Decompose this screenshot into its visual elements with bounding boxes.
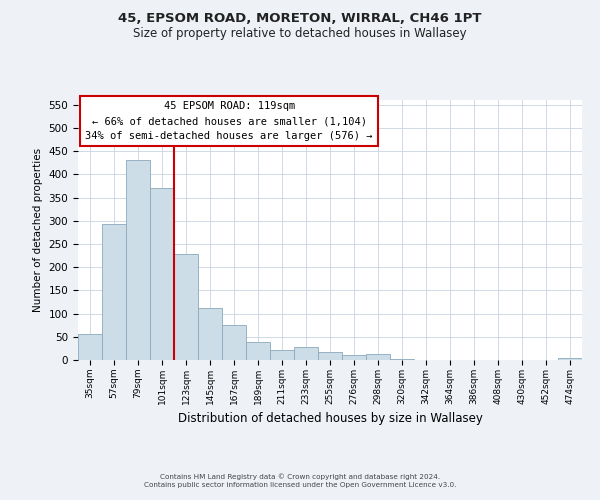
Y-axis label: Number of detached properties: Number of detached properties xyxy=(33,148,43,312)
Bar xyxy=(198,308,222,360)
Bar xyxy=(78,334,102,360)
Bar xyxy=(174,254,198,360)
Text: 45 EPSOM ROAD: 119sqm
← 66% of detached houses are smaller (1,104)
34% of semi-d: 45 EPSOM ROAD: 119sqm ← 66% of detached … xyxy=(85,102,373,141)
Bar xyxy=(270,350,294,360)
Bar xyxy=(558,358,582,360)
Bar xyxy=(342,356,366,360)
Bar xyxy=(150,188,174,360)
Bar xyxy=(318,352,342,360)
Bar xyxy=(222,324,246,360)
Bar xyxy=(294,346,318,360)
Text: Contains HM Land Registry data © Crown copyright and database right 2024.
Contai: Contains HM Land Registry data © Crown c… xyxy=(144,473,456,488)
Text: 45, EPSOM ROAD, MORETON, WIRRAL, CH46 1PT: 45, EPSOM ROAD, MORETON, WIRRAL, CH46 1P… xyxy=(118,12,482,26)
Bar xyxy=(102,224,126,360)
Bar xyxy=(366,354,390,360)
X-axis label: Distribution of detached houses by size in Wallasey: Distribution of detached houses by size … xyxy=(178,412,482,426)
Bar xyxy=(246,342,270,360)
Text: Size of property relative to detached houses in Wallasey: Size of property relative to detached ho… xyxy=(133,28,467,40)
Bar xyxy=(126,160,150,360)
Bar xyxy=(390,358,414,360)
